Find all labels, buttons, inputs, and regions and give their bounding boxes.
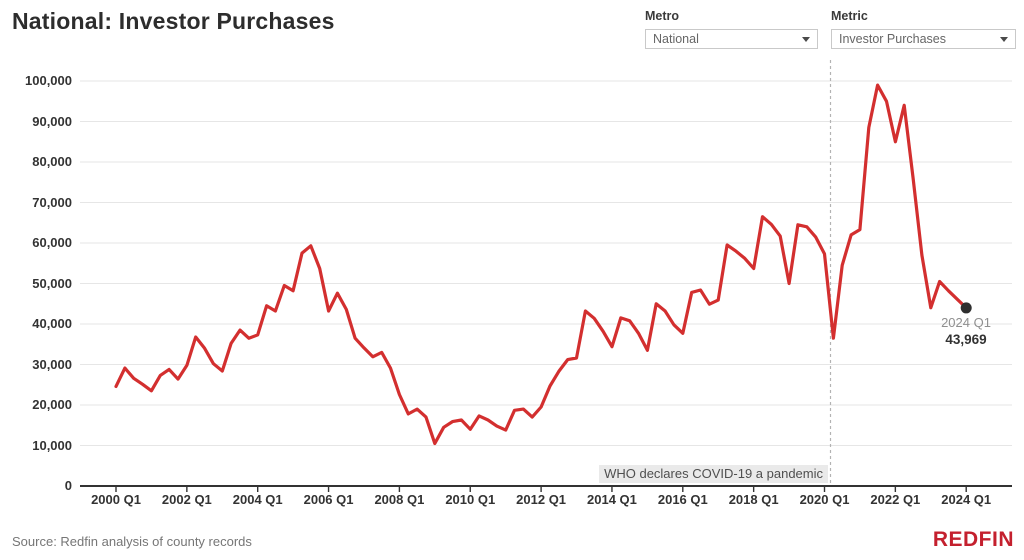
x-axis-label: 2006 Q1 xyxy=(303,492,354,507)
metric-filter: Metric Investor Purchases xyxy=(831,9,1016,49)
x-axis-label: 2024 Q1 xyxy=(941,492,992,507)
metro-filter: Metro National xyxy=(645,9,818,49)
metric-dropdown-value: Investor Purchases xyxy=(839,32,946,46)
redfin-logo: REDFIN xyxy=(932,528,1014,551)
x-axis-label: 2012 Q1 xyxy=(516,492,567,507)
x-axis-label: 2008 Q1 xyxy=(374,492,425,507)
metric-dropdown[interactable]: Investor Purchases xyxy=(831,29,1016,49)
x-axis-label: 2016 Q1 xyxy=(657,492,708,507)
last-point-value-label: 43,969 xyxy=(945,332,987,347)
chevron-down-icon xyxy=(802,36,810,42)
x-axis-label: 2000 Q1 xyxy=(91,492,141,507)
y-axis-label: 80,000 xyxy=(32,154,72,169)
metro-dropdown-value: National xyxy=(653,32,699,46)
x-axis-label: 2004 Q1 xyxy=(232,492,283,507)
y-axis-label: 70,000 xyxy=(32,194,72,210)
x-axis-label: 2020 Q1 xyxy=(799,492,850,507)
metro-filter-label: Metro xyxy=(645,9,680,23)
y-axis-label: 90,000 xyxy=(32,113,72,129)
x-axis-label: 2010 Q1 xyxy=(445,492,496,507)
x-axis-label: 2002 Q1 xyxy=(161,492,212,507)
y-axis-label: 10,000 xyxy=(32,437,72,453)
source-text: Source: Redfin analysis of county record… xyxy=(12,534,252,549)
y-axis-label: 20,000 xyxy=(32,397,72,412)
chevron-down-icon xyxy=(1000,36,1008,42)
metric-filter-label: Metric xyxy=(831,9,868,23)
x-axis-label: 2018 Q1 xyxy=(728,492,779,507)
y-axis-label: 0 xyxy=(64,478,72,493)
covid-annotation: WHO declares COVID-19 a pandemic xyxy=(599,465,828,483)
metro-dropdown[interactable]: National xyxy=(645,29,818,49)
x-axis-label: 2022 Q1 xyxy=(870,492,921,507)
y-axis-label: 60,000 xyxy=(32,235,72,250)
x-axis-label: 2014 Q1 xyxy=(587,492,637,507)
y-axis-label: 30,000 xyxy=(32,356,72,372)
y-axis-label: 100,000 xyxy=(25,73,72,88)
last-point-date-label: 2024 Q1 xyxy=(941,315,991,330)
trend-line xyxy=(114,83,968,446)
y-axis-label: 40,000 xyxy=(32,316,72,331)
last-point-dot xyxy=(960,302,972,314)
y-axis-label: 50,000 xyxy=(32,275,72,291)
page-title: National: Investor Purchases xyxy=(12,8,335,34)
